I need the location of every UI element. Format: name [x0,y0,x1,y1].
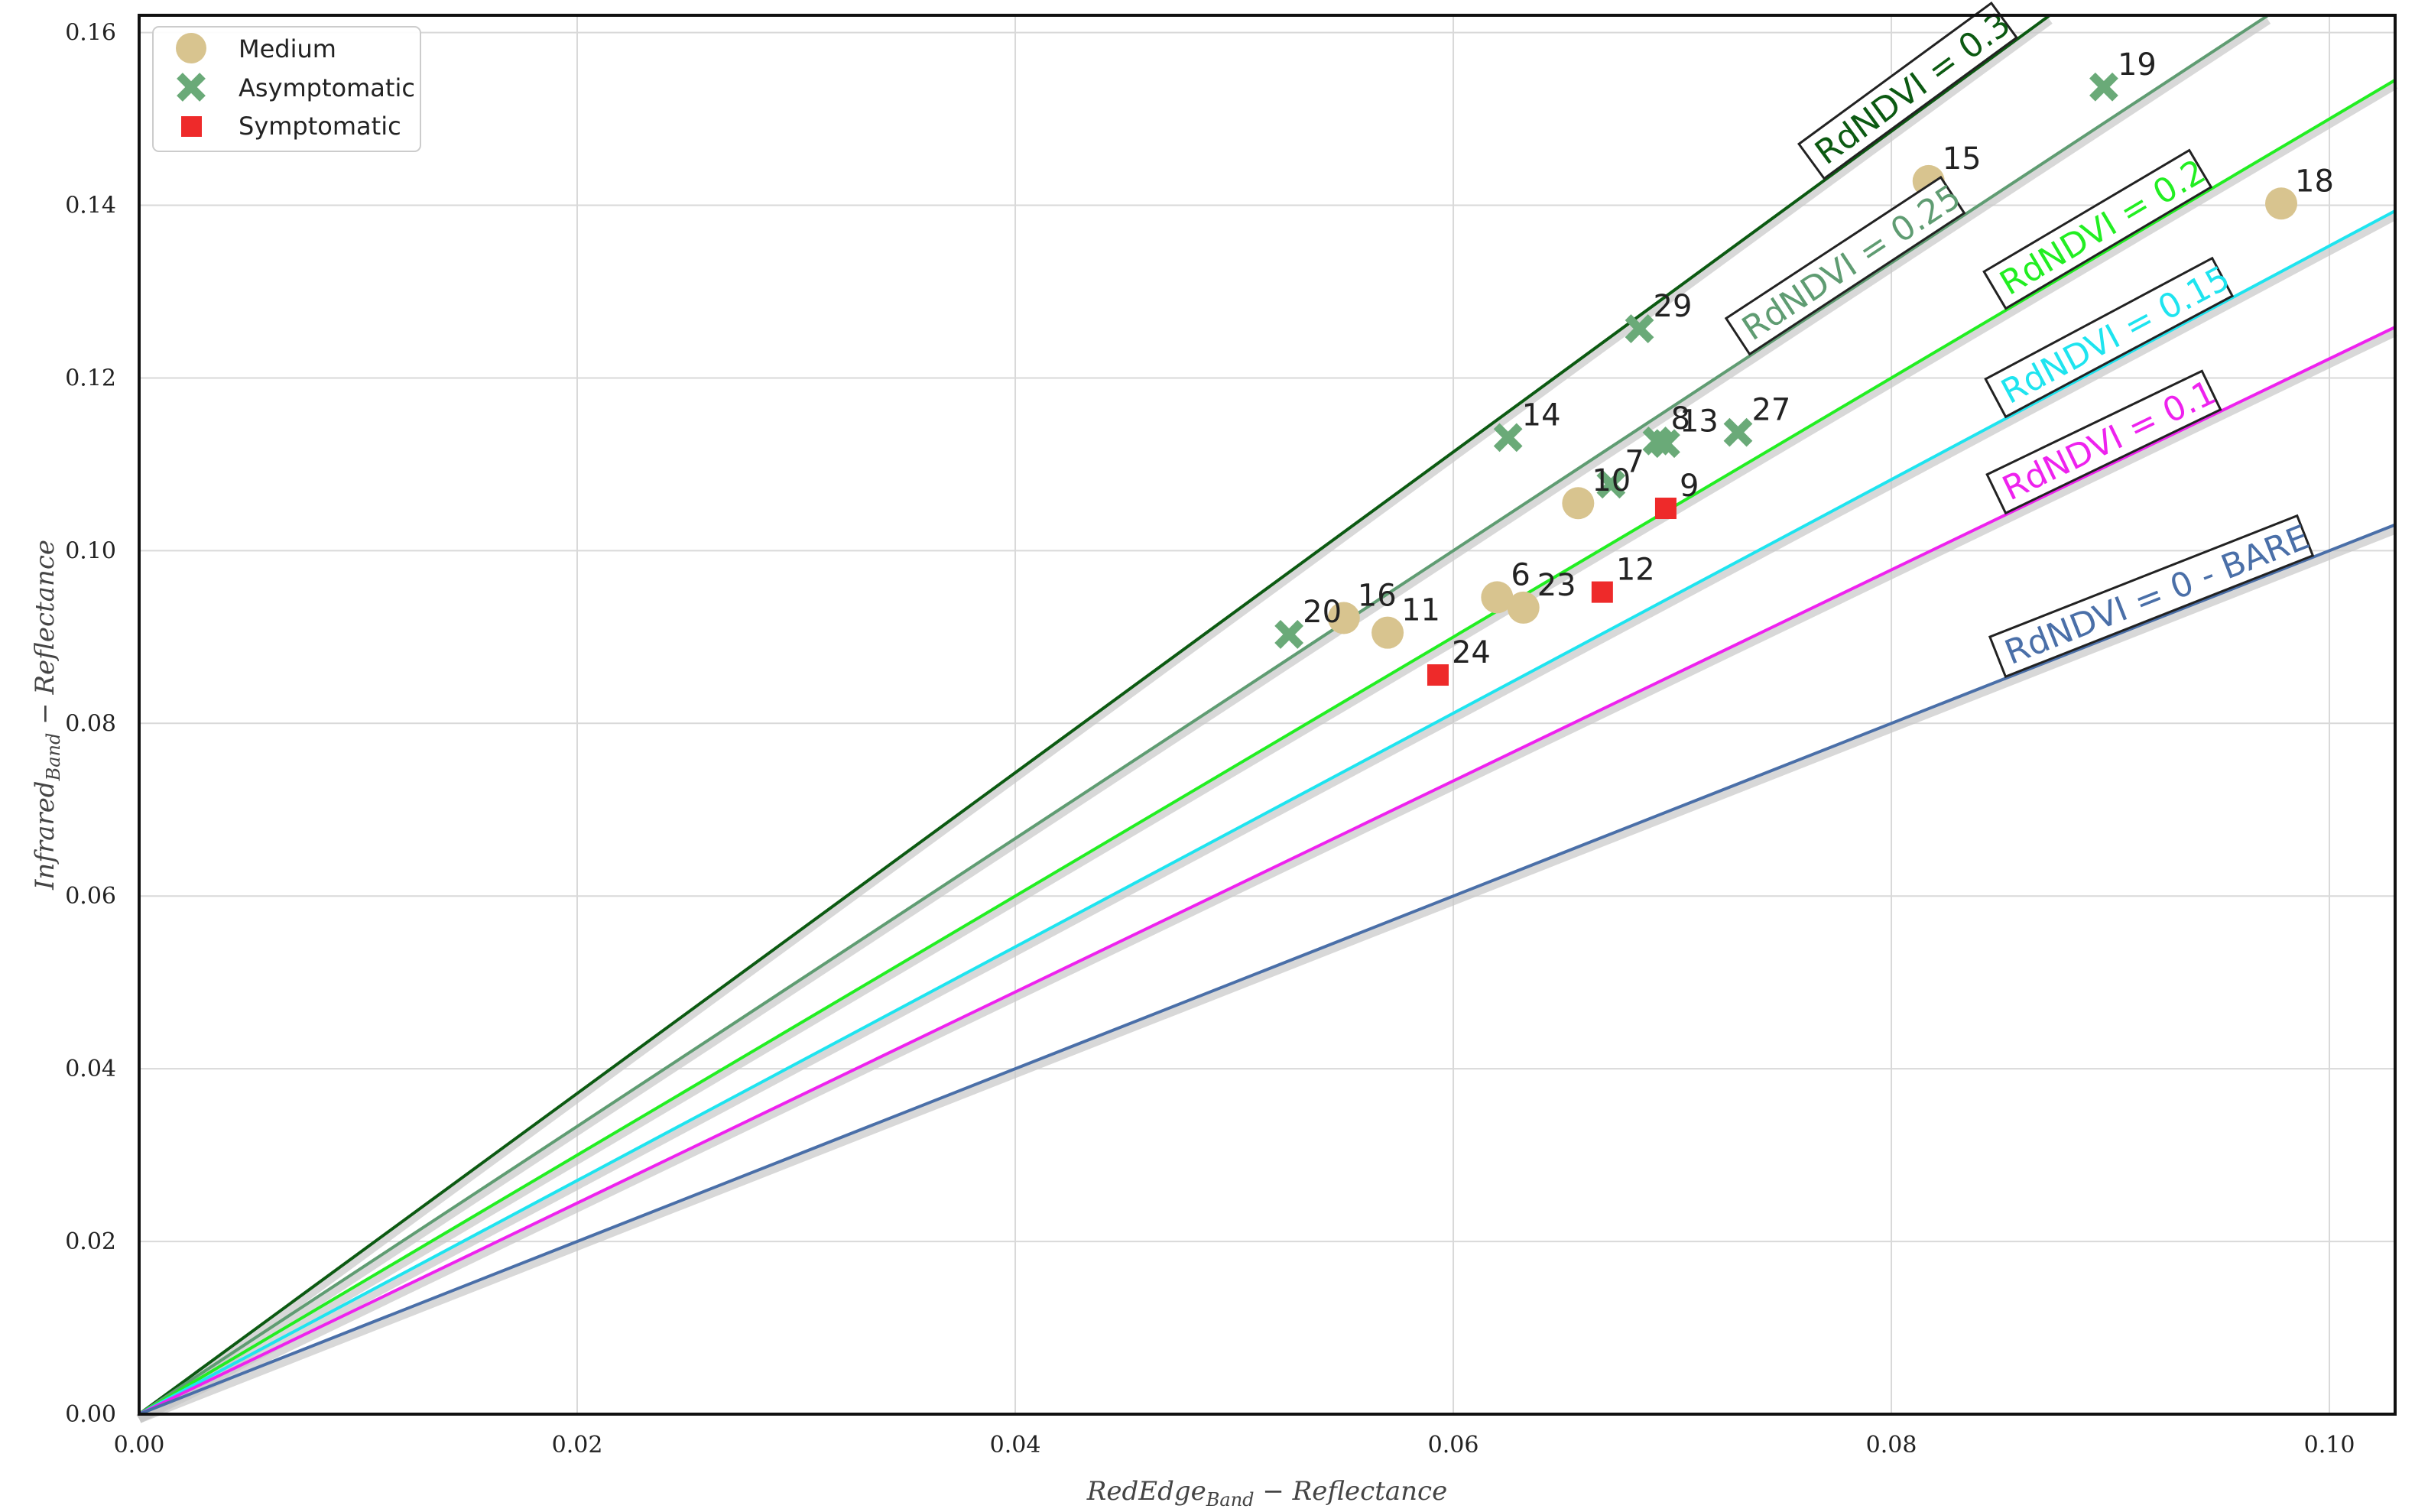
reference-line-shadow [137,524,2397,1423]
point-symptomatic [1591,581,1613,603]
point-label: 18 [2295,164,2334,199]
reference-line-label-group: RdNDVI = 0 - BARE [1988,514,2315,679]
y-tick-label: 0.06 [65,883,116,910]
point-asymptomatic [1625,314,1654,343]
point-medium [1562,487,1595,520]
reference-line-label-group: RdNDVI = 0.25 [1724,175,1968,356]
x-tick-label: 0.00 [114,1432,165,1458]
data-points [1274,72,2298,686]
legend-label-asymptomatic: Asymptomatic [239,73,415,102]
point-label: 19 [2118,47,2157,83]
reference-line [138,523,2396,1416]
y-tick-label: 0.10 [65,537,116,564]
plot-frame [138,14,2397,1416]
reference-lines [136,14,2398,1423]
point-medium [1327,602,1360,634]
point-medium [1371,616,1404,649]
x-tick-label: 0.10 [2304,1432,2355,1458]
point-label: 9 [1680,469,1699,504]
point-asymptomatic [1651,429,1680,459]
y-tick-label: 0.04 [65,1056,116,1082]
reference-line-label-box [1724,175,1966,356]
point-label: 24 [1452,635,1491,670]
reference-line [138,14,2051,1416]
y-tick-label: 0.12 [65,365,116,391]
legend-label-symptomatic: Symptomatic [239,112,401,141]
point-symptomatic [1654,498,1677,520]
legend-label-medium: Medium [239,34,336,63]
point-symptomatic [1427,664,1449,686]
reference-line-shadow [136,15,2271,1423]
x-axis-label-rest: − Reflectance [1255,1476,1448,1507]
x-axis-label: RedEdgeBand − Reflectance [1086,1476,1447,1510]
point-asymptomatic [1493,423,1523,453]
point-label: 15 [1943,141,1982,177]
legend-box [152,26,421,152]
x-axis-ticks: 0.00 0.02 0.04 0.06 0.08 0.10 [114,1432,2355,1458]
point-label: 6 [1511,557,1530,592]
y-tick-label: 0.16 [65,20,116,47]
reference-line-label-box [1982,148,2213,310]
point-asymptomatic [2089,72,2118,102]
point-label: 10 [1592,463,1631,498]
x-axis-label-main: RedEdge [1086,1476,1206,1507]
point-medium [1507,591,1540,624]
x-tick-label: 0.02 [552,1432,603,1458]
point-labels: 15 18 10 6 23 16 11 19 29 14 27 813 7 20 9 12 24 [1303,47,2334,670]
reference-line-shadow [136,80,2398,1423]
point-label: 12 [1616,553,1655,588]
reference-line [138,79,2397,1416]
reference-line-label-box [1988,514,2315,679]
y-axis-label-rest: − Reflectance [30,540,60,733]
reference-line-label-group: RdNDVI = 0.3 [1797,1,2019,180]
point-asymptomatic [1642,427,1672,456]
point-label: 20 [1303,595,1342,630]
point-label: 29 [1654,289,1693,324]
reference-line-label: RdNDVI = 0.3 [1808,5,2017,173]
legend-marker-asymptomatic [177,73,206,102]
legend-marker-symptomatic [181,116,202,137]
point-label: 14 [1522,397,1561,433]
reference-line-label: RdNDVI = 0 - BARE [2000,518,2315,673]
reference-line-shadow [137,327,2397,1423]
reference-line-label: RdNDVI = 0.25 [1735,177,1968,349]
x-tick-label: 0.08 [1866,1432,1917,1458]
x-tick-label: 0.06 [1428,1432,1479,1458]
reference-line [138,209,2396,1416]
point-label: 16 [1358,578,1397,613]
point-label: 13 [1680,404,1719,439]
grid [138,15,2395,1415]
reference-line-label-box [1984,256,2235,419]
reference-line-shadow [137,211,2397,1423]
point-asymptomatic [1274,620,1304,649]
reference-line [138,326,2396,1416]
legend-marker-medium [176,33,206,63]
point-asymptomatic [1723,417,1753,447]
reference-line-label-box [1797,1,2019,180]
y-axis-label: InfraredBand − Reflectance [30,540,64,891]
point-label: 7 [1625,444,1644,479]
y-tick-label: 0.00 [65,1401,116,1428]
point-label: 23 [1537,568,1576,603]
y-tick-label: 0.02 [65,1228,116,1255]
point-medium [1481,581,1514,614]
x-axis-label-sub: Band [1206,1489,1255,1510]
y-axis-label-main: Infrared [30,780,60,891]
point-label: 8 [1670,401,1690,436]
y-tick-label: 0.14 [65,193,116,219]
point-asymptomatic [1596,469,1626,499]
reference-line-shadow [136,16,2053,1423]
y-axis-ticks: 0.00 0.02 0.04 0.06 0.08 0.10 0.12 0.14 0.16 [65,20,116,1428]
point-medium [2265,187,2298,220]
reference-line [138,14,2269,1416]
y-tick-label: 0.08 [65,710,116,737]
reference-line-label-box [1985,369,2222,515]
y-axis-label-sub: Band [43,733,64,782]
point-label: 11 [1401,593,1440,628]
x-tick-label: 0.04 [990,1432,1041,1458]
point-label: 27 [1751,393,1790,428]
legend: Medium Asymptomatic Symptomatic [152,26,421,152]
